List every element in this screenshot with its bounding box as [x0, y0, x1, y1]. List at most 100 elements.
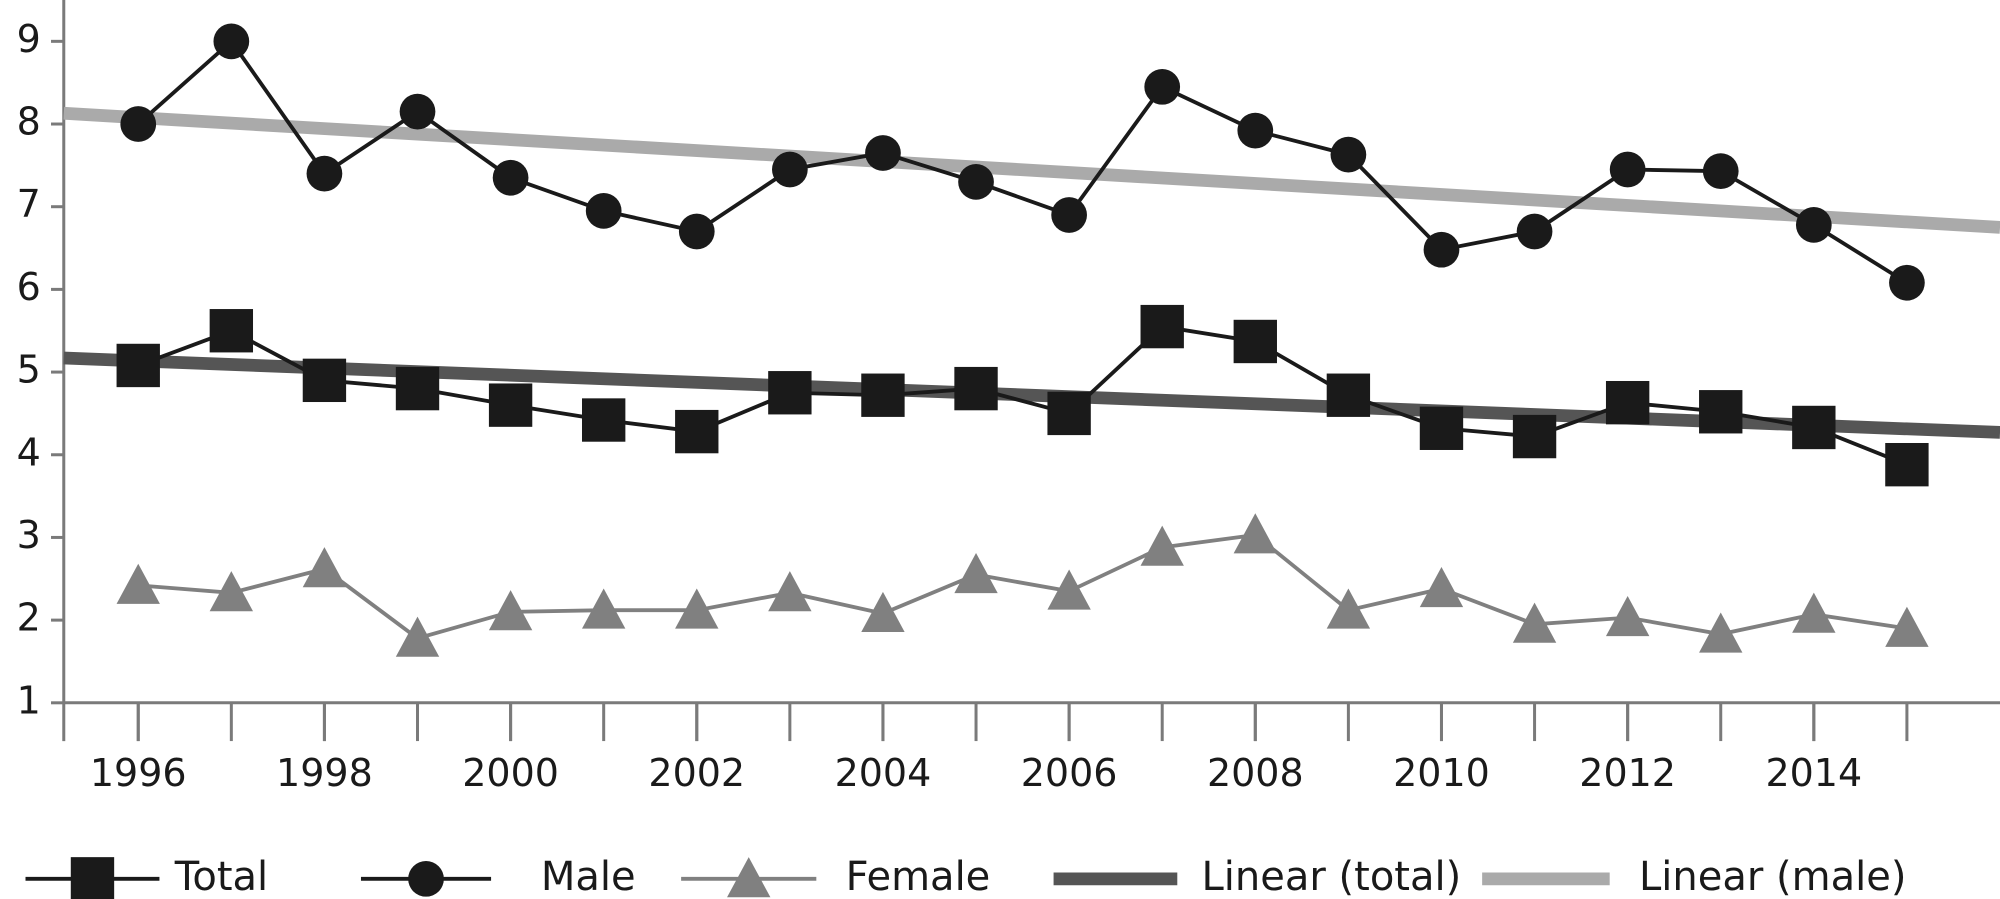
marker-square — [582, 398, 626, 442]
marker-triangle — [954, 552, 998, 594]
marker-square — [1419, 406, 1464, 450]
marker-square — [1885, 442, 1929, 487]
marker-triangle — [1140, 525, 1184, 566]
marker-square — [768, 371, 812, 415]
x-tick-label: 2002 — [648, 751, 745, 795]
marker-circle — [1516, 213, 1553, 250]
marker-square — [1233, 319, 1277, 364]
x-tick-label: 2006 — [1021, 751, 1118, 795]
y-tick-label: 9 — [17, 17, 41, 61]
marker-circle — [958, 164, 994, 200]
marker-triangle — [1512, 602, 1557, 643]
marker-circle — [213, 23, 250, 60]
y-tick-label: 8 — [17, 100, 41, 144]
marker-triangle — [209, 571, 254, 612]
legend-item: Female — [681, 854, 990, 899]
marker-square — [1699, 390, 1743, 434]
x-tick-label: 2014 — [1765, 751, 1862, 795]
series-line — [138, 532, 1908, 641]
legend-label: Male — [541, 854, 636, 899]
marker-triangle — [1047, 569, 1091, 610]
marker-square — [116, 343, 160, 388]
marker-circle — [120, 106, 157, 142]
marker-triangle — [727, 857, 771, 898]
y-tick-label: 2 — [17, 596, 41, 640]
marker-circle — [585, 192, 622, 229]
marker-triangle — [302, 547, 347, 588]
y-tick-label: 4 — [17, 430, 41, 474]
marker-square — [1140, 304, 1184, 349]
x-tick-label: 2004 — [835, 751, 932, 795]
y-tick-label: 7 — [17, 182, 41, 226]
marker-circle — [1051, 197, 1087, 233]
legend-label: Total — [174, 854, 268, 899]
x-tick-label: 2012 — [1579, 751, 1676, 795]
marker-triangle — [582, 588, 626, 629]
y-tick-label: 1 — [17, 678, 41, 722]
y-tick-label: 6 — [17, 265, 41, 309]
marker-triangle — [768, 571, 812, 612]
marker-circle — [1423, 231, 1460, 268]
x-tick-label: 1996 — [90, 751, 187, 795]
legend-item: Linear (male) — [1482, 854, 1906, 899]
y-tick-label: 3 — [17, 513, 41, 557]
series-group — [116, 304, 1929, 487]
legend-item: Male — [360, 854, 636, 899]
marker-square — [70, 857, 115, 899]
marker-square — [1326, 373, 1371, 417]
marker-triangle — [1885, 606, 1929, 647]
marker-triangle — [395, 616, 440, 657]
series-group — [120, 23, 1925, 301]
marker-triangle — [1792, 592, 1836, 633]
marker-square — [209, 309, 254, 353]
legend-label: Linear (male) — [1639, 854, 1906, 899]
marker-square — [1605, 380, 1650, 425]
legend-label: Female — [846, 854, 991, 899]
series-group — [116, 513, 1929, 657]
trend-line — [63, 351, 2000, 439]
marker-circle — [408, 860, 444, 897]
marker-square — [488, 383, 533, 427]
marker-circle — [1609, 151, 1646, 188]
marker-square — [954, 366, 998, 411]
marker-triangle — [1419, 567, 1464, 608]
marker-square — [395, 366, 440, 411]
legend-label: Linear (total) — [1202, 854, 1462, 899]
marker-square — [675, 409, 719, 454]
marker-circle — [865, 135, 901, 171]
marker-circle — [1330, 136, 1367, 173]
x-tick-label: 2010 — [1393, 751, 1490, 795]
marker-triangle — [1233, 513, 1277, 554]
marker-triangle — [1699, 612, 1743, 653]
series-line — [136, 38, 1908, 285]
marker-circle — [772, 151, 808, 188]
marker-circle — [1889, 264, 1925, 301]
marker-triangle — [1605, 595, 1650, 637]
marker-square — [1792, 405, 1836, 450]
marker-circle — [306, 155, 343, 192]
marker-circle — [1702, 153, 1739, 190]
marker-circle — [399, 93, 436, 130]
marker-triangle — [675, 588, 719, 629]
marker-triangle — [488, 590, 533, 631]
marker-triangle — [861, 591, 905, 632]
marker-square — [1047, 391, 1091, 436]
marker-circle — [1144, 68, 1181, 105]
marker-circle — [1237, 112, 1274, 149]
marker-square — [302, 358, 347, 403]
marker-square — [1512, 414, 1557, 459]
marker-square — [861, 373, 905, 417]
x-tick-label: 1998 — [276, 751, 373, 795]
legend-item: Linear (total) — [1053, 854, 1462, 899]
x-tick-label: 2008 — [1207, 751, 1304, 795]
marker-circle — [1795, 207, 1832, 243]
marker-triangle — [116, 563, 160, 604]
marker-circle — [678, 213, 715, 250]
y-tick-label: 5 — [17, 348, 41, 392]
marker-triangle — [1326, 588, 1371, 629]
trend-line-group — [63, 351, 2000, 439]
marker-circle — [492, 159, 529, 196]
x-tick-label: 2000 — [462, 751, 559, 795]
legend-item: Total — [25, 854, 268, 899]
